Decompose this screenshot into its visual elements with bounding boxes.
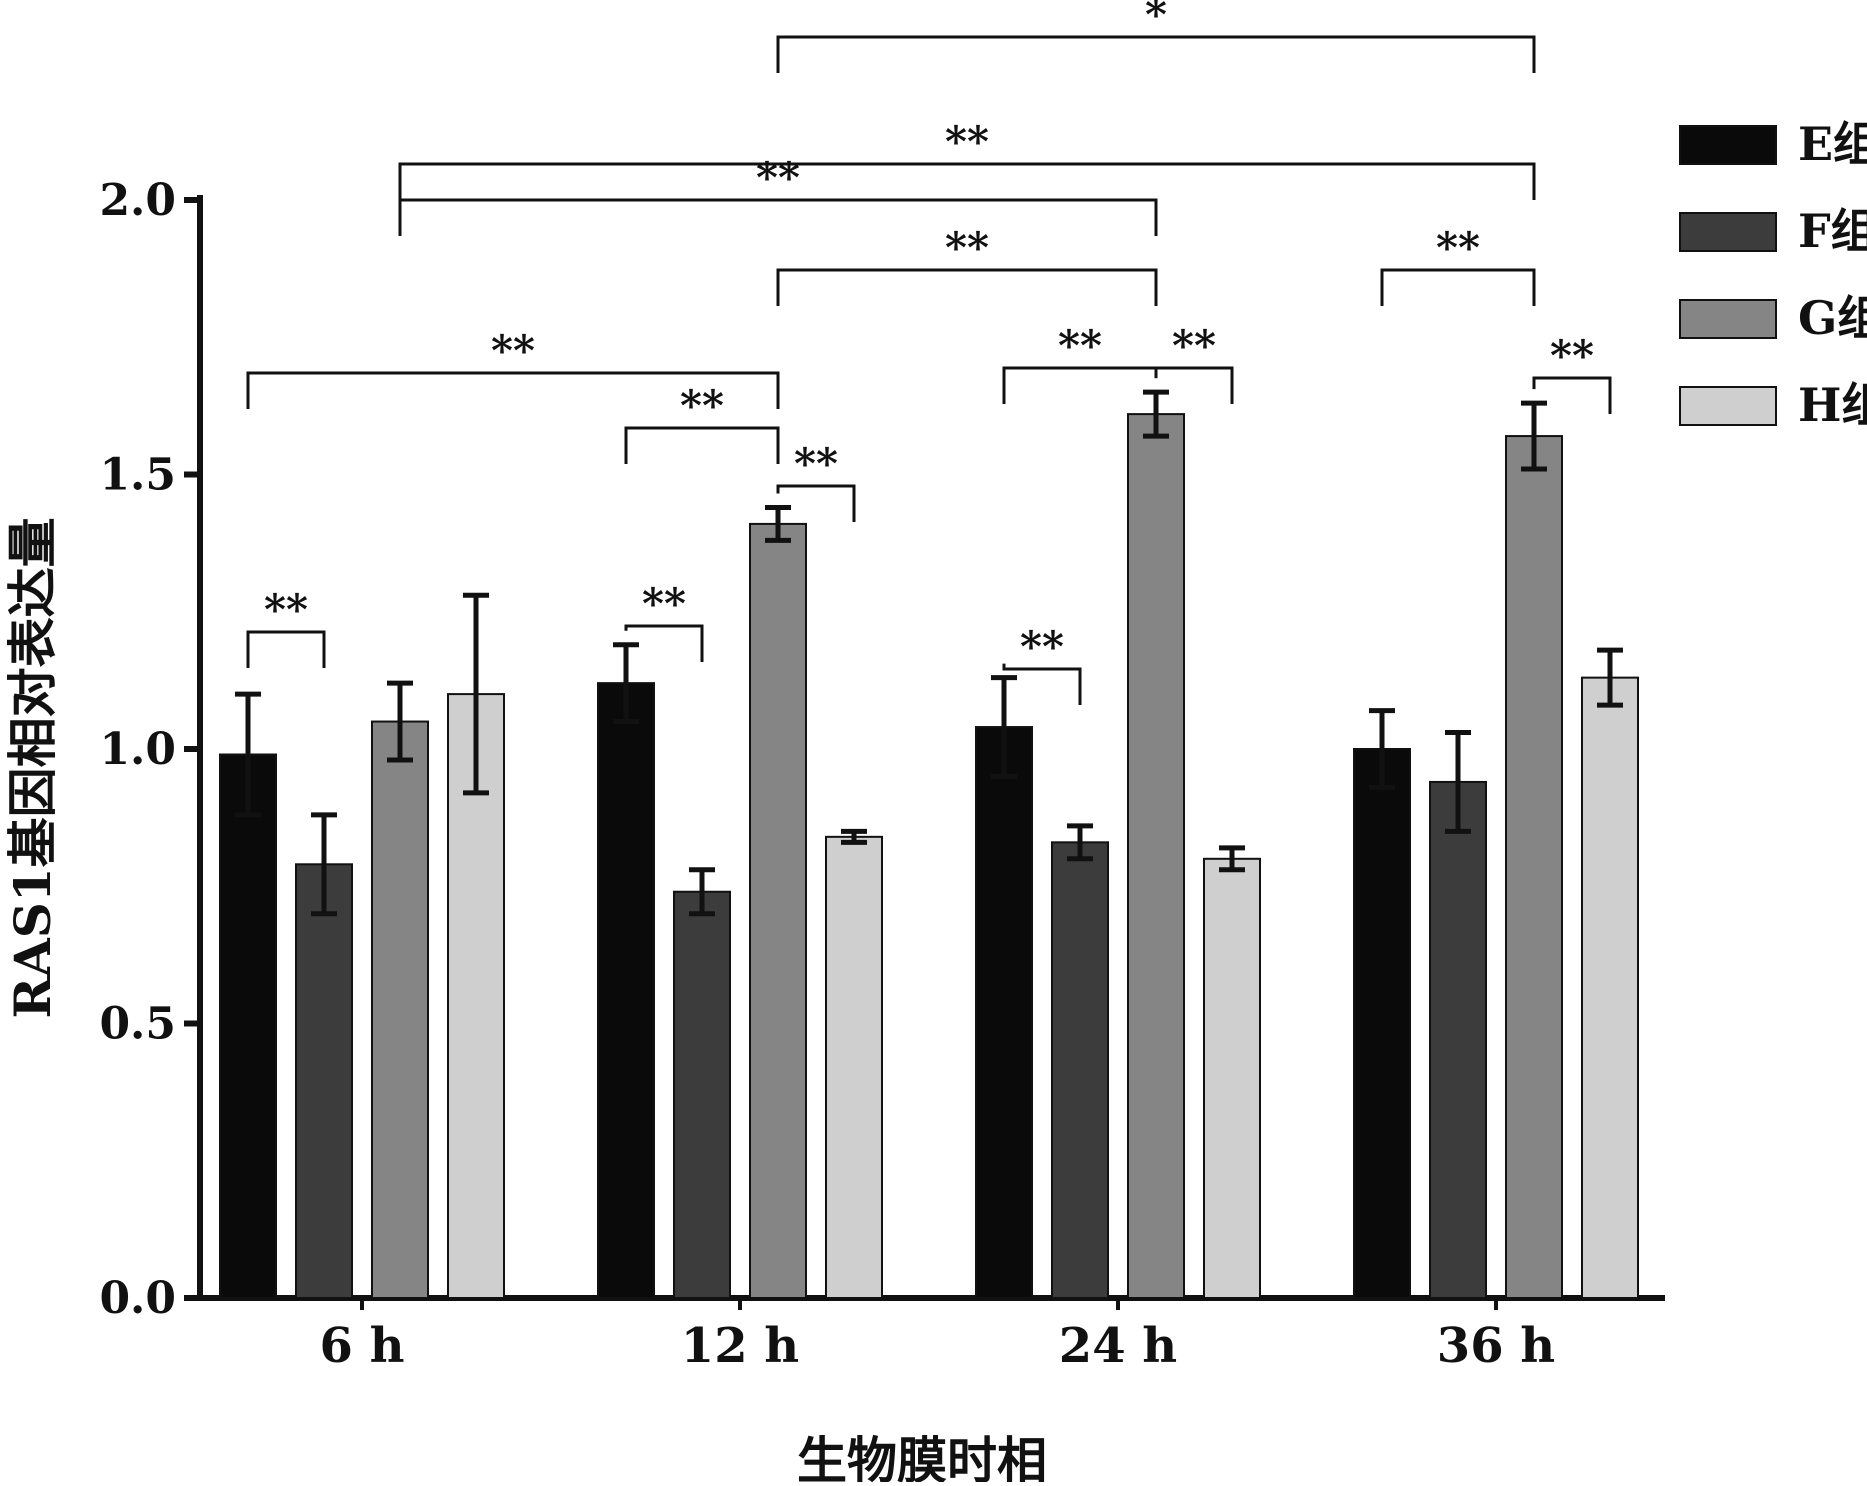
legend-swatch	[1679, 386, 1777, 426]
bar	[597, 682, 655, 1299]
legend-label: H组	[1798, 378, 1867, 432]
bar	[1203, 857, 1261, 1299]
legend-swatch	[1679, 299, 1777, 339]
y-tick-label: 0.0	[99, 1273, 176, 1324]
significance-label: **	[680, 381, 724, 430]
legend-swatch	[1679, 125, 1777, 165]
bar	[749, 522, 807, 1299]
x-tick-label: 12 h	[681, 1318, 799, 1374]
significance-bracket	[776, 268, 1158, 306]
bar	[825, 835, 883, 1300]
bar	[371, 720, 429, 1299]
significance-bracket	[246, 371, 780, 409]
significance-bracket	[398, 198, 1158, 236]
x-tick-label: 36 h	[1437, 1318, 1555, 1374]
bar	[1505, 435, 1563, 1299]
significance-label: **	[945, 117, 989, 166]
y-tick-label: 2.0	[99, 175, 176, 226]
significance-bracket	[1002, 663, 1082, 705]
x-tick-label: 6 h	[319, 1318, 404, 1374]
bar	[673, 890, 731, 1299]
significance-bracket	[776, 484, 856, 522]
significance-label: **	[1020, 622, 1064, 671]
significance-bracket	[1002, 366, 1158, 404]
y-axis-title: RAS1基因相对表达量	[3, 517, 62, 1018]
significance-label: **	[945, 223, 989, 272]
significance-label: **	[1058, 321, 1102, 370]
bar	[295, 863, 353, 1299]
significance-bracket	[246, 630, 326, 668]
legend-label: G组	[1798, 291, 1867, 345]
significance-bracket	[398, 162, 1536, 200]
significance-bracket	[776, 35, 1536, 73]
significance-label: **	[1550, 331, 1594, 380]
significance-bracket	[1532, 376, 1612, 414]
significance-label: **	[264, 585, 308, 634]
significance-bracket	[1380, 268, 1536, 306]
significance-label: **	[794, 439, 838, 488]
y-tick-label: 1.0	[99, 724, 176, 775]
x-tick-label: 24 h	[1059, 1318, 1177, 1374]
bar	[1581, 676, 1639, 1299]
significance-bracket	[624, 426, 780, 464]
bar	[1051, 841, 1109, 1300]
bar	[1429, 780, 1487, 1299]
significance-bracket	[1154, 366, 1234, 404]
significance-label: **	[756, 153, 800, 202]
bar	[219, 753, 277, 1299]
significance-label: **	[1172, 321, 1216, 370]
bar	[975, 726, 1033, 1299]
y-tick-label: 0.5	[99, 999, 176, 1050]
y-tick-label: 1.5	[99, 450, 176, 501]
legend-label: F组	[1798, 204, 1867, 258]
significance-label: **	[642, 579, 686, 628]
bar	[1353, 748, 1411, 1299]
bar	[1127, 413, 1185, 1299]
x-axis-title: 生物膜时相	[797, 1431, 1047, 1482]
legend-swatch	[1679, 212, 1777, 252]
significance-bracket	[624, 624, 704, 662]
significance-label: **	[491, 326, 535, 375]
significance-label: **	[1436, 223, 1480, 272]
legend-label: E组	[1798, 117, 1867, 171]
significance-label: *	[1145, 0, 1167, 39]
